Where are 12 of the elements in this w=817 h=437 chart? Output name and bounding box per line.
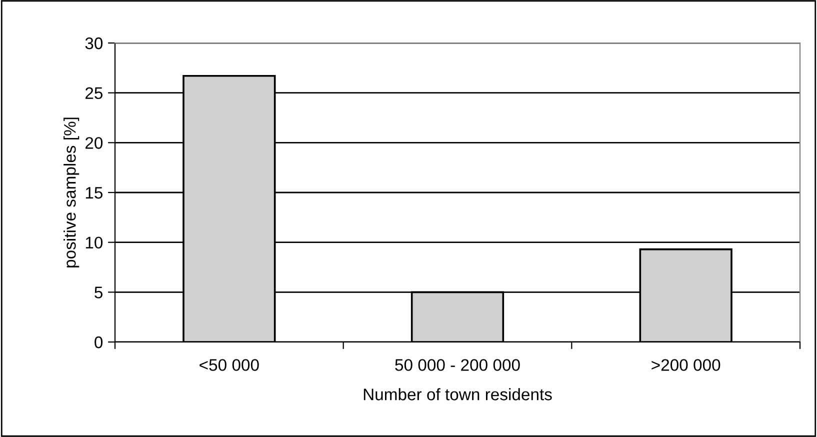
x-tick-label: <50 000 (200, 359, 259, 371)
x-tick-label: 50 000 - 200 000 (395, 359, 520, 371)
y-axis-title: positive samples [%] (64, 118, 80, 268)
y-tick-label: 25 (85, 87, 102, 100)
y-tick-label: 15 (86, 187, 102, 199)
y-tick-label: 10 (86, 236, 103, 249)
y-tick-label: 30 (85, 37, 103, 50)
y-tick-label: 5 (94, 286, 102, 298)
y-tick-label: 20 (85, 137, 103, 149)
x-axis-title: Number of town residents (364, 388, 552, 400)
y-tick-label: 0 (94, 336, 103, 348)
x-tick-label: >200 000 (652, 359, 720, 371)
